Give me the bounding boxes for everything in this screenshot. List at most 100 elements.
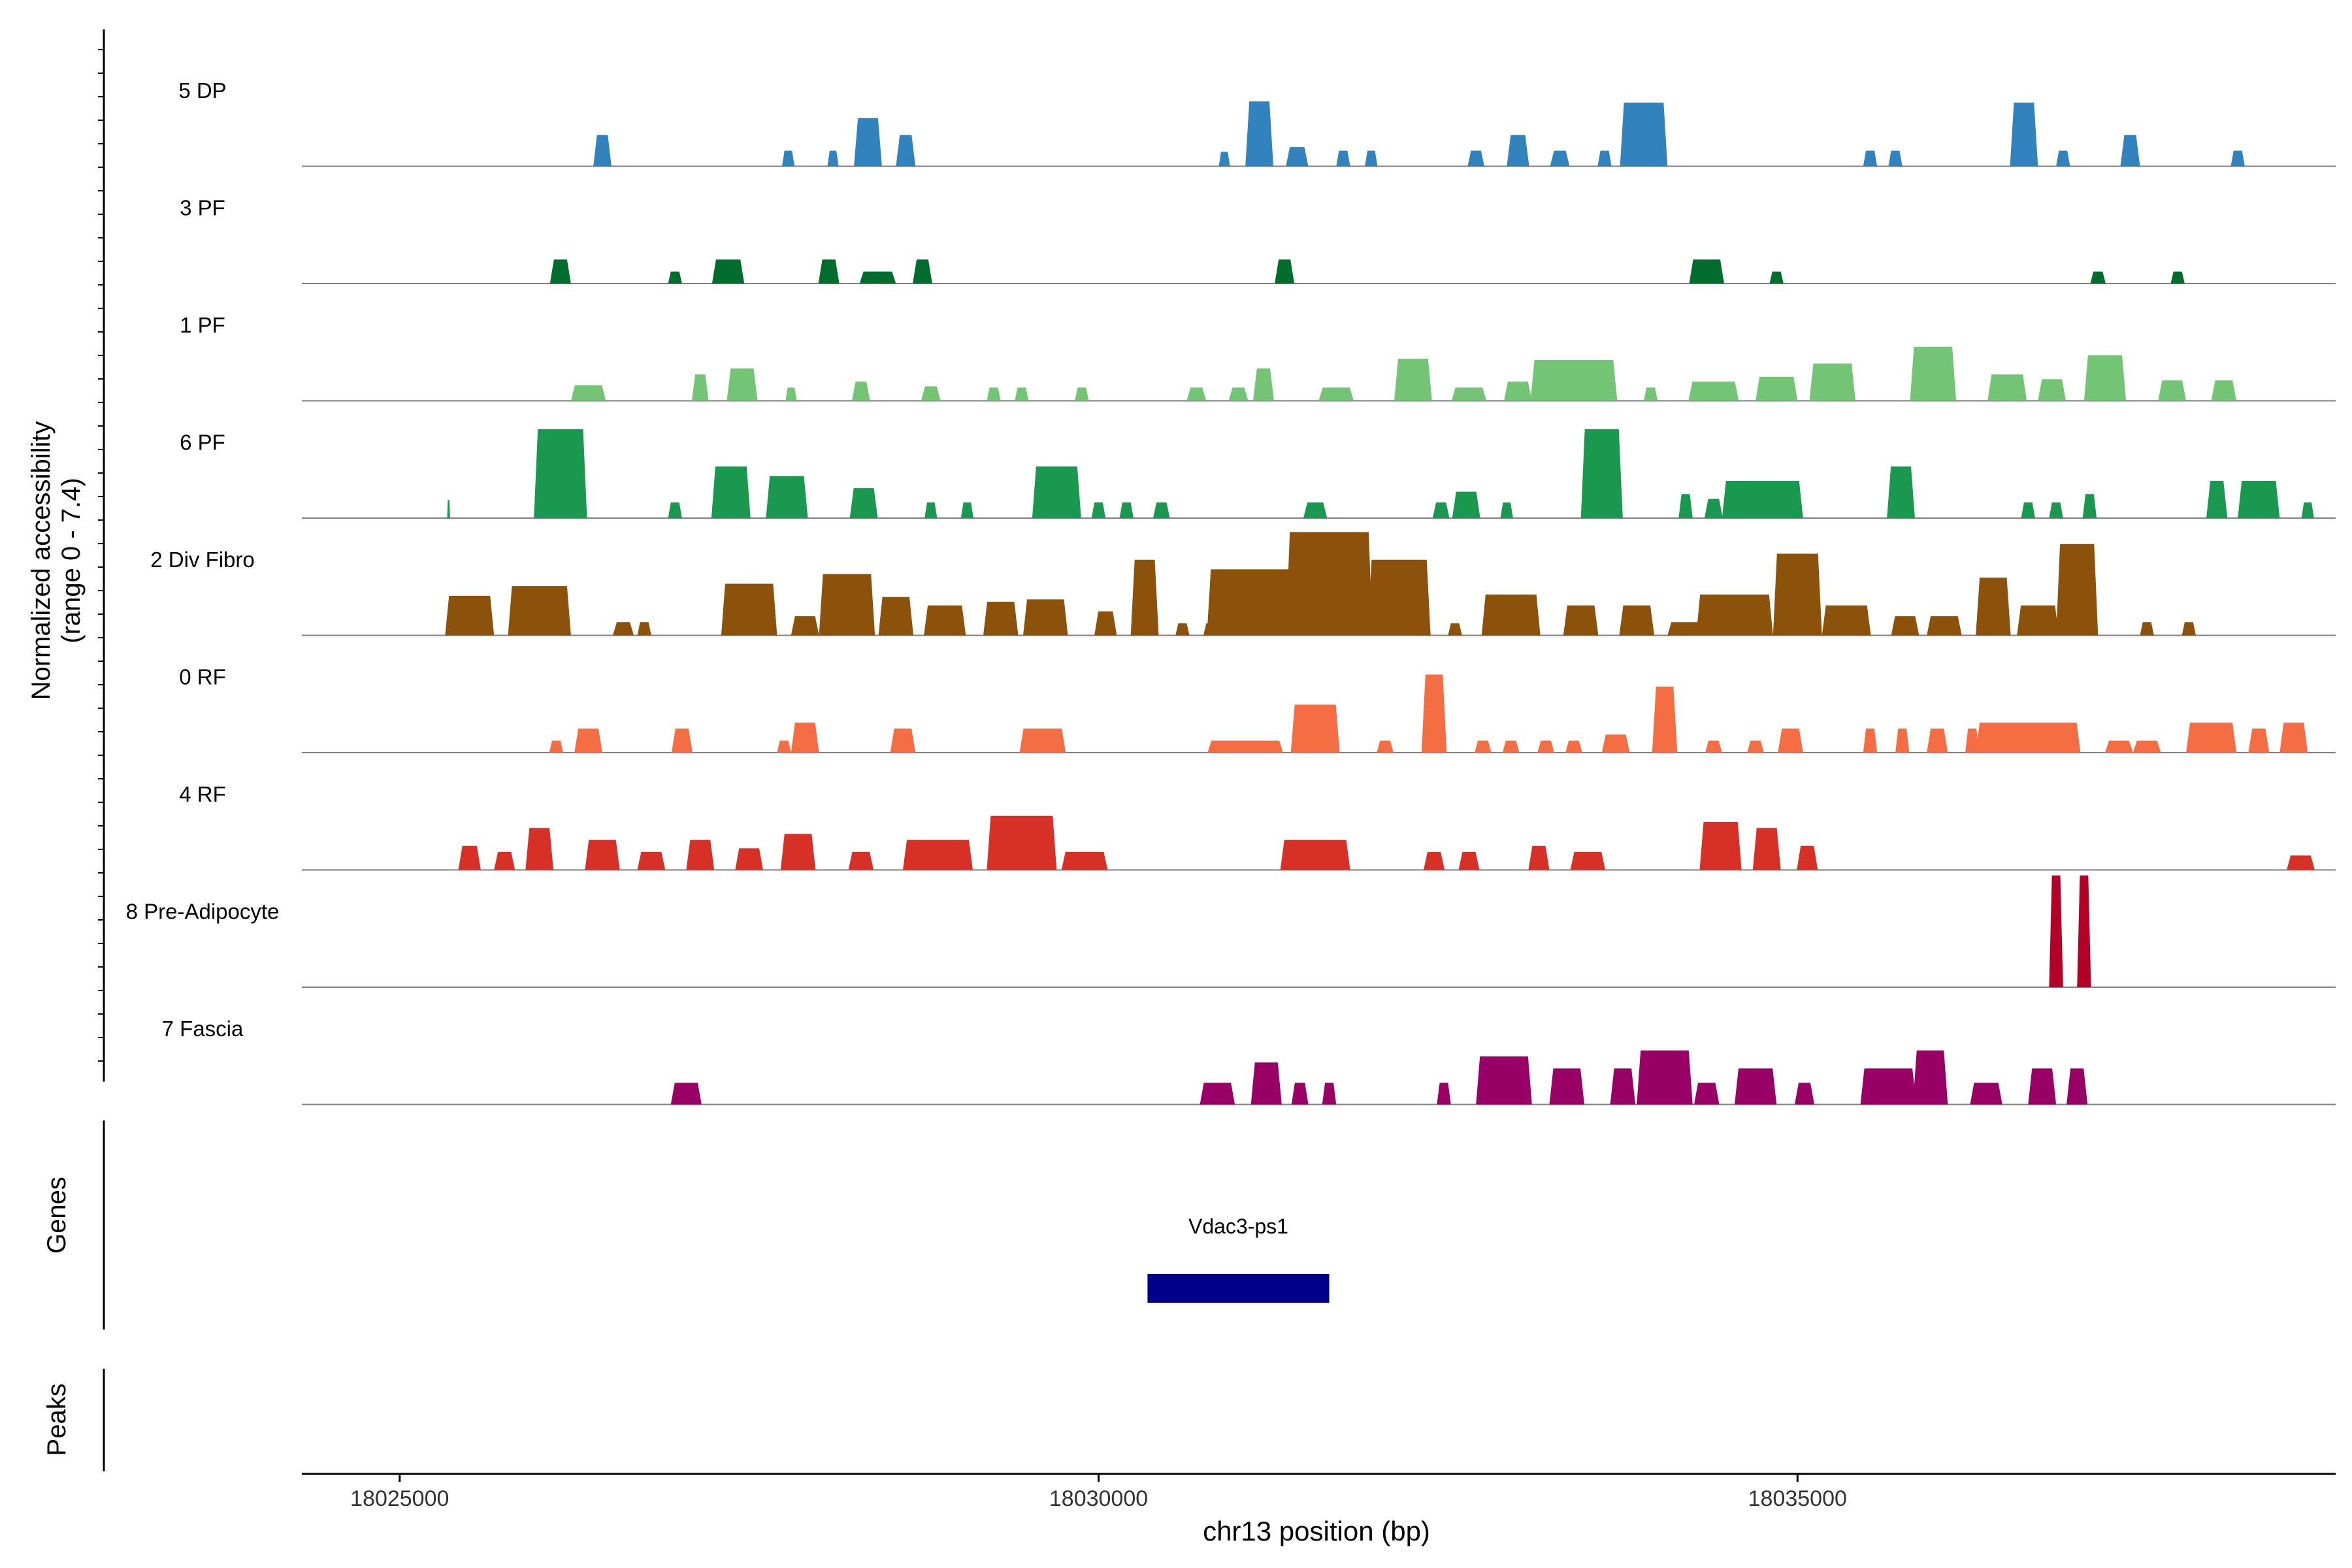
coverage-peak xyxy=(1965,728,1980,753)
coverage-peak xyxy=(913,259,932,284)
coverage-peak xyxy=(1207,569,1298,636)
coverage-peak xyxy=(711,259,745,284)
coverage-peak xyxy=(1200,1083,1235,1105)
coverage-peak xyxy=(1601,734,1630,753)
coverage-peak xyxy=(1821,605,1871,636)
coverage-peak xyxy=(1286,532,1373,636)
coverage-peak xyxy=(534,429,587,518)
coverage-peak xyxy=(849,488,878,518)
coverage-peak xyxy=(781,150,795,167)
coverage-peak xyxy=(2017,605,2059,636)
coverage-peak xyxy=(1290,704,1340,753)
coverage-peak xyxy=(1280,840,1350,870)
coverage-peak xyxy=(1500,502,1513,518)
coverage-peak xyxy=(2083,355,2127,401)
coverage-peak xyxy=(785,387,797,401)
coverage-peak xyxy=(1735,1068,1777,1105)
coverage-peak xyxy=(2287,855,2315,870)
coverage-peak xyxy=(494,851,515,870)
coverage-peak xyxy=(670,1083,702,1105)
x-axis: 18025000 18030000 18035000 xyxy=(302,1473,2336,1511)
x-tick-label: 18025000 xyxy=(350,1486,449,1511)
track-label: 6 PF xyxy=(180,431,225,455)
peaks-track-label: Peaks xyxy=(42,1383,71,1456)
coverage-peak xyxy=(2279,723,2308,753)
coverage-peak xyxy=(1075,387,1089,401)
coverage-peak xyxy=(1130,559,1159,636)
track-label: 5 DP xyxy=(178,78,226,103)
coverage-peak xyxy=(691,374,709,401)
coverage-peak xyxy=(780,834,816,870)
coverage-peak xyxy=(1303,502,1328,518)
coverage-peak xyxy=(445,595,495,636)
coverage-peak xyxy=(2248,728,2270,753)
coverage-peak xyxy=(1580,429,1623,518)
coverage-peak xyxy=(1910,346,1957,401)
coverage-peak xyxy=(447,500,450,518)
coverage-peak xyxy=(854,118,882,167)
coverage-peak xyxy=(2066,1068,2088,1105)
coverage-peak xyxy=(903,840,973,870)
coverage-peak xyxy=(2206,481,2228,518)
coverage-peak xyxy=(960,502,973,518)
coverage-peak xyxy=(1476,1056,1532,1105)
coverage-peak xyxy=(1772,553,1822,636)
coverage-peak xyxy=(1537,740,1554,753)
coverage-peak xyxy=(2132,740,2161,753)
coverage-peak xyxy=(1507,135,1529,167)
coverage-peak xyxy=(1689,259,1724,284)
coverage-peak xyxy=(508,586,571,636)
coverage-peak xyxy=(2056,150,2070,167)
coverage-peak xyxy=(1252,368,1274,401)
coverage-peak xyxy=(721,583,777,636)
coverage-peak xyxy=(2230,150,2245,167)
coverage-peak xyxy=(1424,851,1445,870)
coverage-peak xyxy=(1367,559,1431,636)
coverage-peak xyxy=(1437,1083,1451,1105)
coverage-peak xyxy=(1752,828,1781,870)
coverage-peak xyxy=(924,605,966,636)
coverage-peak xyxy=(2105,740,2133,753)
track-2-div-fibro: 2 Div Fibro xyxy=(150,532,2336,636)
track-label: 4 RF xyxy=(179,782,226,806)
track-label: 3 PF xyxy=(180,196,225,220)
coverage-peak xyxy=(1481,595,1541,636)
coverage-peak xyxy=(1207,740,1283,753)
coverage-peak xyxy=(1809,363,1856,401)
coverage-peak xyxy=(637,622,651,636)
coverage-peak xyxy=(987,387,1001,401)
coverage-peak xyxy=(1421,674,1447,753)
coverage-peak xyxy=(1643,387,1658,401)
coverage-peak xyxy=(818,259,840,284)
coverage-peak xyxy=(585,840,620,870)
coverage-peak xyxy=(2049,502,2063,518)
coverage-peak xyxy=(1597,150,1612,167)
coverage-peak xyxy=(827,150,839,167)
coverage-peak xyxy=(1778,728,1803,753)
coverage-peak xyxy=(1322,1083,1337,1105)
coverage-peak xyxy=(593,135,612,167)
tracks-layer: 5 DP 3 PF 1 PF 6 PF 2 Div Fibro 0 RF 4 RF 8 Pre… xyxy=(126,78,2336,1105)
coverage-peak xyxy=(1448,623,1462,636)
coverage-peak xyxy=(2211,380,2237,401)
coverage-peak xyxy=(1218,152,1230,167)
coverage-peak xyxy=(1987,374,2027,401)
coverage-peak xyxy=(1620,103,1668,167)
track-label: 1 PF xyxy=(180,313,225,337)
coverage-peak xyxy=(1475,740,1492,753)
track-label: 0 RF xyxy=(179,665,226,689)
coverage-peak xyxy=(1863,150,1878,167)
coverage-peak xyxy=(859,271,896,284)
track-5-dp: 5 DP xyxy=(178,78,2336,167)
coverage-peak xyxy=(896,135,916,167)
coverage-peak xyxy=(1927,616,1962,636)
coverage-peak xyxy=(2028,1068,2057,1105)
coverage-peak xyxy=(549,259,571,284)
coverage-peak xyxy=(1023,599,1068,636)
coverage-peak xyxy=(1291,1083,1309,1105)
coverage-peak xyxy=(2120,135,2140,167)
coverage-peak xyxy=(735,848,763,870)
gene-track-label: Genes xyxy=(42,1177,71,1254)
track-4-rf: 4 RF xyxy=(179,782,2336,871)
